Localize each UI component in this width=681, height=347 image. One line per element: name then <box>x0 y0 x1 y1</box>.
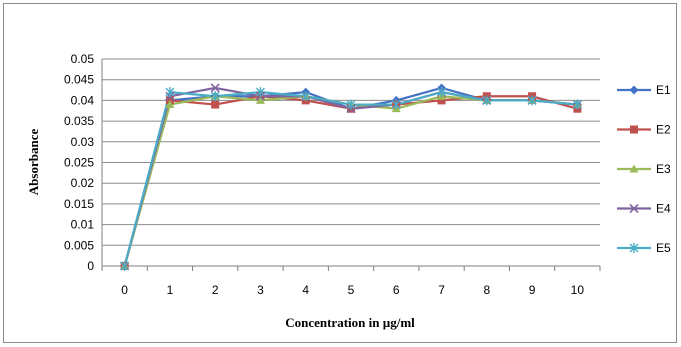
series-lines <box>123 86 578 267</box>
x-tick-label: 3 <box>257 283 264 297</box>
x-tick-label: 4 <box>302 283 309 297</box>
x-axis-title: Concentration in µg/ml <box>285 315 415 330</box>
data-point-e4 <box>210 83 220 93</box>
data-point-e5 <box>572 99 582 110</box>
data-point-e3 <box>255 95 265 104</box>
data-point-e5 <box>346 99 356 110</box>
y-axis-title: Absorbance <box>26 129 41 196</box>
chart-frame <box>3 3 677 343</box>
series-line-e4 <box>123 86 578 267</box>
x-tick-label: 2 <box>212 283 219 297</box>
x-tick-label: 0 <box>121 283 128 297</box>
y-tick-label: 0.01 <box>71 218 95 232</box>
series-line-e2 <box>123 95 578 267</box>
data-point-e5 <box>255 87 265 98</box>
legend-label-e5: E5 <box>656 241 671 255</box>
legend-label-e4: E4 <box>656 202 671 216</box>
data-point-e3 <box>165 100 175 109</box>
x-tick-labels: 0 1 2 3 4 5 6 7 8 9 10 <box>121 283 584 297</box>
x-tick-label: 5 <box>348 283 355 297</box>
x-tick-label: 8 <box>483 283 490 297</box>
legend-label-e3: E3 <box>656 162 671 176</box>
data-point-e5 <box>527 95 537 106</box>
series-line-e3 <box>123 95 578 267</box>
y-tick-label: 0.035 <box>64 114 94 128</box>
data-point-e5 <box>391 99 401 110</box>
series-markers <box>120 83 582 271</box>
x-tick-label: 6 <box>393 283 400 297</box>
legend: E1 E2 E3 E4 E5 <box>617 83 671 255</box>
legend-swatch-marker <box>629 164 639 173</box>
y-tick-label: 0.045 <box>64 73 94 87</box>
data-point-e5 <box>210 91 220 102</box>
gridlines <box>101 58 601 271</box>
data-point-e2 <box>437 96 446 105</box>
x-tick-label: 9 <box>529 283 536 297</box>
y-tick-label: 0.02 <box>71 176 95 190</box>
y-tick-label: 0.03 <box>71 135 95 149</box>
data-point-e5 <box>437 87 447 98</box>
legend-label-e2: E2 <box>656 123 671 137</box>
data-point-e5 <box>120 261 130 271</box>
y-tick-label: 0.005 <box>64 238 94 252</box>
legend-swatch-marker <box>629 243 639 253</box>
y-tick-label: 0.04 <box>71 93 95 107</box>
y-tick-labels: 0.05 0.045 0.04 0.035 0.03 0.025 0.02 0.015 0.01… <box>64 52 94 273</box>
data-point-e5 <box>301 91 311 102</box>
y-tick-label: 0.025 <box>64 156 94 170</box>
legend-swatch-marker <box>629 203 639 214</box>
data-point-e5 <box>482 95 492 106</box>
series-line-e5 <box>123 91 578 267</box>
y-tick-label: 0.015 <box>64 197 94 211</box>
x-tick-label: 1 <box>167 283 174 297</box>
y-tick-label: 0 <box>87 259 94 273</box>
series-line-e1 <box>123 86 578 267</box>
x-tick-label: 7 <box>438 283 445 297</box>
legend-swatch-marker <box>630 125 638 134</box>
legend-swatch-marker <box>629 85 639 95</box>
data-point-e2 <box>211 100 220 109</box>
y-tick-label: 0.05 <box>71 52 95 66</box>
data-point-e5 <box>165 87 175 98</box>
x-tick-label: 10 <box>571 283 585 297</box>
legend-label-e1: E1 <box>656 83 671 97</box>
